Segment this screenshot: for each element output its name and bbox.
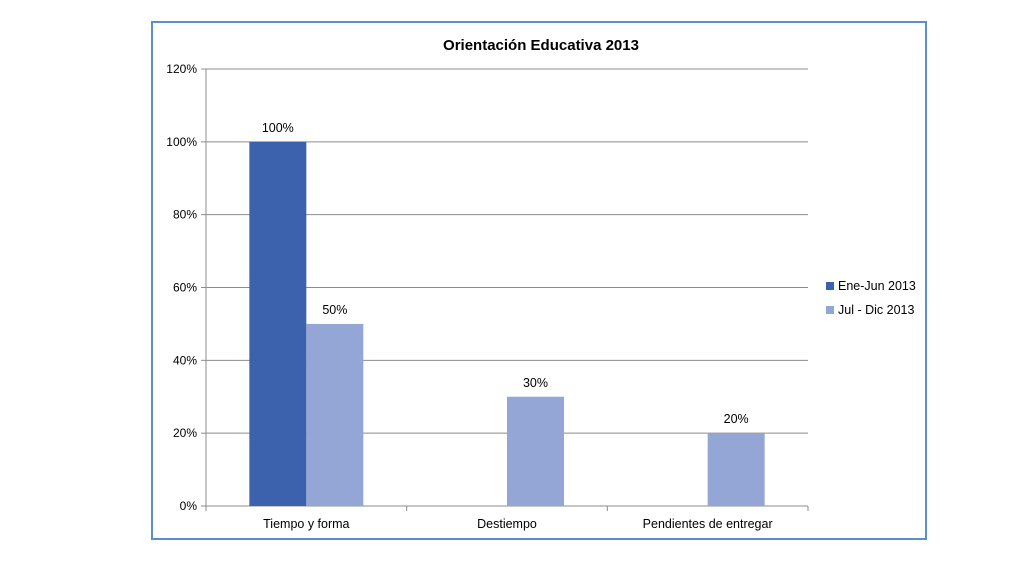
- bar: [306, 323, 364, 506]
- bar: [507, 396, 564, 506]
- bar: [707, 433, 765, 506]
- x-category-label: Tiempo y forma: [263, 517, 349, 531]
- data-label: 100%: [262, 121, 294, 135]
- bar: [249, 141, 307, 506]
- y-tick-label: 20%: [173, 426, 197, 440]
- bar-chart: Orientación Educativa 2013 0% 20% 40% 60% 80…: [166, 37, 916, 531]
- x-category-label: Destiempo: [477, 517, 537, 531]
- legend-swatch: [826, 282, 834, 290]
- chart-title: Orientación Educativa 2013: [443, 37, 639, 54]
- data-label: 20%: [724, 412, 749, 426]
- legend-swatch: [826, 306, 834, 314]
- y-tick-label: 60%: [173, 281, 197, 295]
- data-label: 50%: [322, 303, 347, 317]
- bars: [249, 141, 765, 506]
- y-tick-label: 40%: [173, 353, 197, 367]
- data-labels: 100% 50% 30% 20%: [262, 121, 749, 426]
- y-tick-label: 120%: [166, 62, 197, 76]
- legend: Ene-Jun 2013 Jul - Dic 2013: [826, 279, 916, 317]
- y-tick-label: 0%: [180, 499, 198, 513]
- x-category-label: Pendientes de entregar: [643, 517, 773, 531]
- legend-label: Ene-Jun 2013: [838, 279, 916, 293]
- chart-frame: Orientación Educativa 2013 0% 20% 40% 60% 80…: [151, 21, 927, 540]
- data-label: 30%: [523, 376, 548, 390]
- y-tick-label: 100%: [166, 135, 197, 149]
- y-tick-label: 80%: [173, 208, 197, 222]
- legend-label: Jul - Dic 2013: [838, 303, 914, 317]
